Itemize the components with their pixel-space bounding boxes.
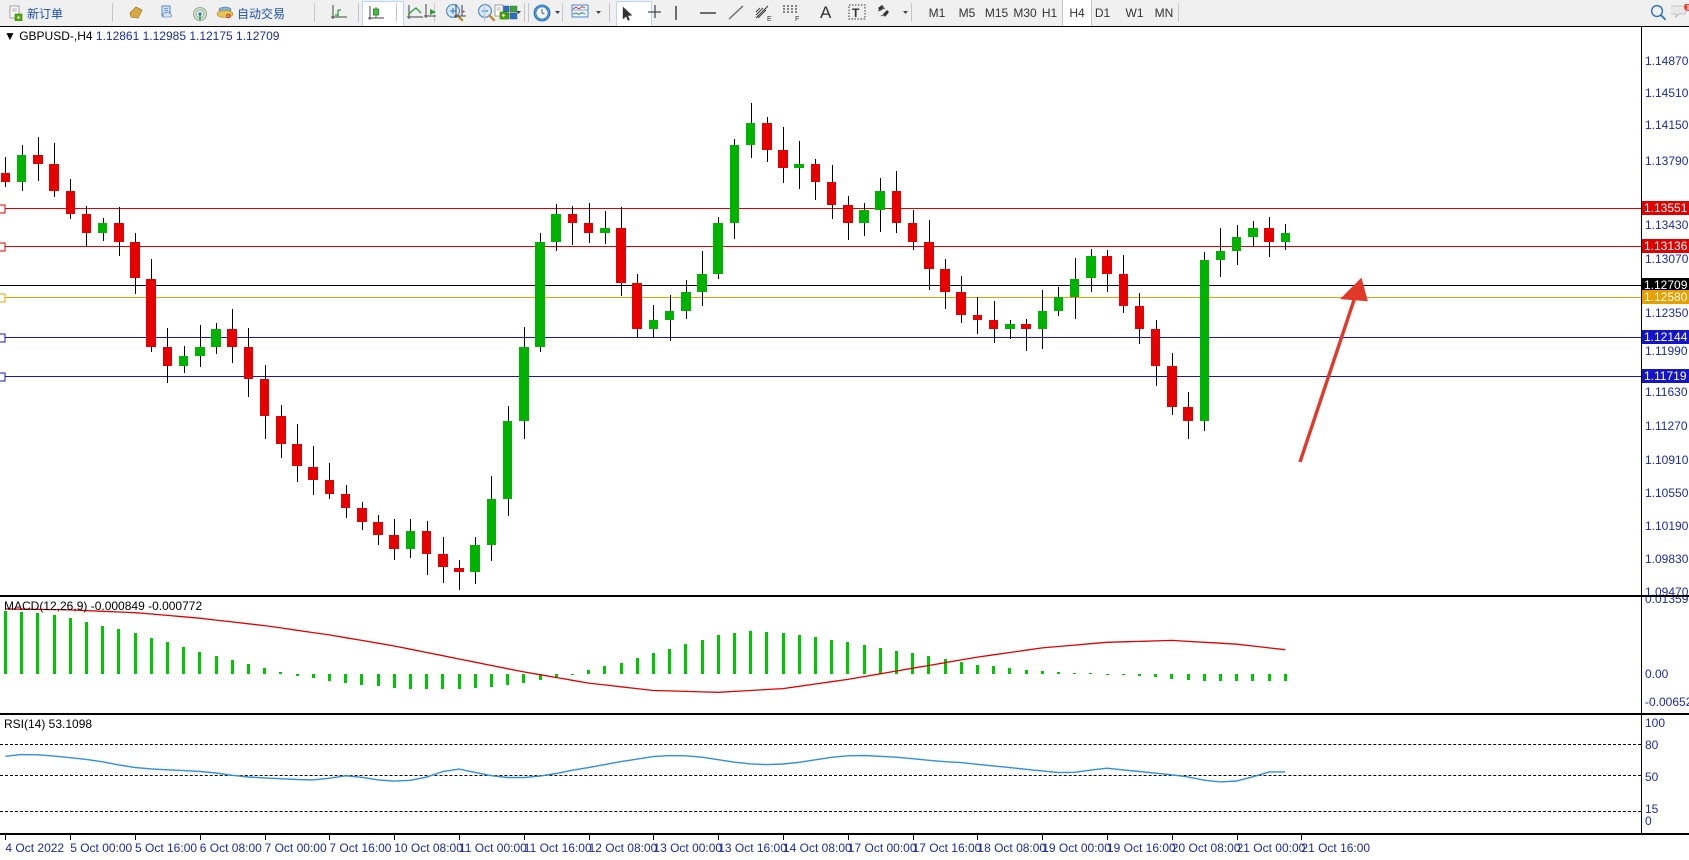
svg-text:T: T xyxy=(852,6,860,20)
svg-text:E: E xyxy=(767,16,772,22)
svg-text:F: F xyxy=(795,16,799,22)
